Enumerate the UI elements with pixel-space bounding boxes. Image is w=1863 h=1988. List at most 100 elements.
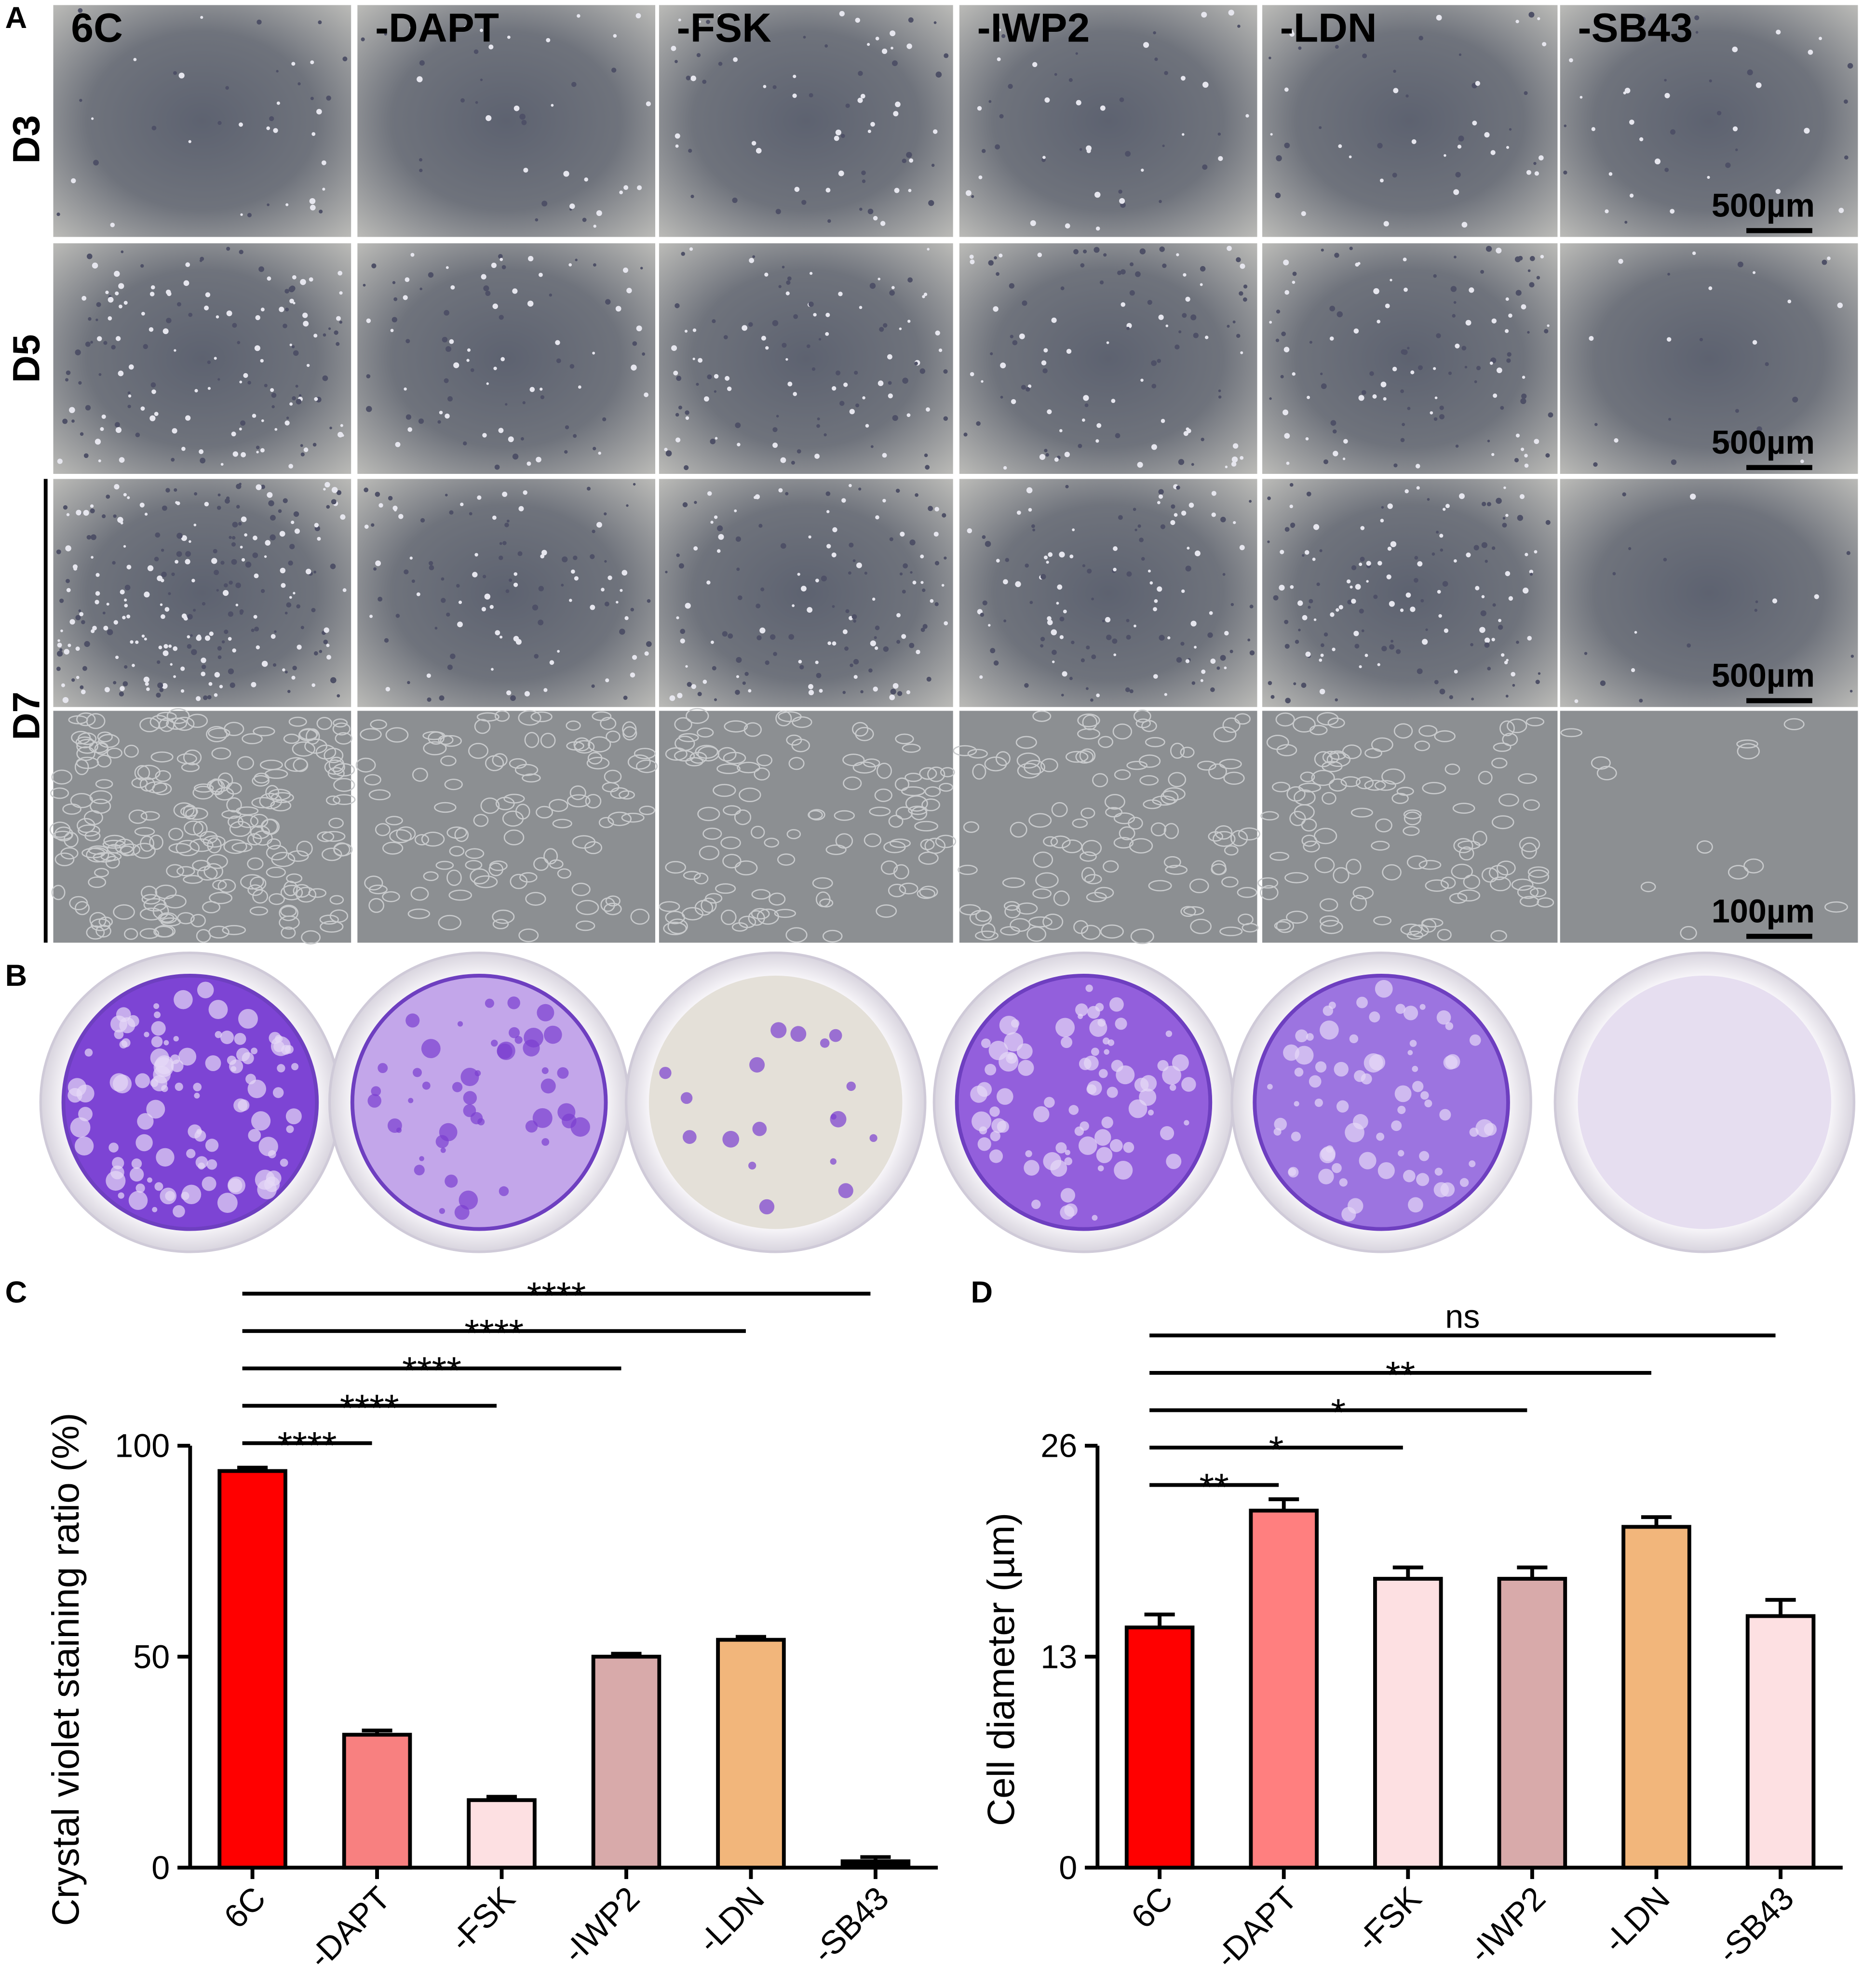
cell	[1183, 431, 1188, 436]
cell	[75, 615, 81, 620]
cell	[1047, 619, 1053, 625]
cell	[1640, 881, 1656, 892]
stain-spot	[1109, 1139, 1123, 1152]
cell	[279, 307, 284, 312]
cell	[373, 567, 377, 571]
cell	[1301, 211, 1306, 216]
y-axis-label: Crystal violet staining ratio (%)	[44, 1413, 87, 1926]
cell	[428, 272, 434, 278]
cell	[1640, 16, 1646, 22]
cell	[1430, 411, 1433, 415]
stain-spot	[1419, 1004, 1426, 1010]
cell	[309, 198, 316, 204]
cell	[447, 664, 453, 670]
cell	[1283, 347, 1290, 352]
stain-spot	[108, 1142, 119, 1153]
cell	[1455, 343, 1460, 349]
cell	[264, 555, 267, 558]
cell	[696, 383, 699, 386]
cell	[862, 396, 865, 400]
cell	[192, 860, 211, 872]
cell	[172, 428, 177, 434]
cell	[1520, 398, 1526, 404]
cell	[1005, 558, 1010, 562]
cell	[631, 364, 637, 371]
cell	[211, 558, 217, 564]
cell	[850, 663, 853, 667]
cell	[287, 850, 309, 862]
cell	[808, 301, 814, 307]
cell	[488, 44, 494, 50]
cell	[848, 571, 851, 575]
cell	[130, 640, 134, 644]
cell	[1535, 679, 1540, 685]
cell	[1081, 418, 1085, 422]
cell	[1040, 644, 1044, 648]
cell	[727, 386, 732, 391]
cell	[251, 629, 255, 632]
cell	[76, 712, 96, 726]
cell	[1369, 371, 1374, 376]
column-label: -IWP2	[977, 5, 1090, 51]
cell	[623, 185, 629, 190]
cell	[1069, 554, 1074, 559]
cell	[168, 645, 172, 648]
cell	[860, 690, 864, 694]
cell	[825, 491, 831, 497]
cell	[906, 690, 911, 695]
cell	[1237, 25, 1241, 28]
cell	[232, 562, 235, 564]
cell	[630, 908, 650, 925]
stain-spot	[1006, 1052, 1017, 1064]
cell	[113, 681, 117, 685]
cell	[185, 559, 190, 564]
y-tick-label: 0	[151, 1850, 170, 1886]
cell	[1162, 263, 1167, 268]
bar	[342, 1733, 412, 1870]
cell	[181, 446, 186, 451]
cell	[173, 71, 177, 75]
cell	[756, 908, 779, 925]
photo	[659, 5, 953, 237]
cell	[1040, 637, 1045, 642]
stain-spot	[1055, 1018, 1075, 1037]
cell	[1346, 859, 1362, 875]
cell	[256, 484, 262, 490]
cell	[176, 866, 195, 876]
cell	[1353, 631, 1359, 636]
cell	[222, 925, 246, 935]
cell	[1292, 716, 1316, 733]
cell	[429, 565, 434, 571]
cell	[1351, 565, 1357, 570]
cell	[675, 144, 679, 148]
cell	[98, 734, 120, 748]
cell	[73, 566, 78, 571]
cell	[68, 644, 71, 647]
dish	[39, 951, 341, 1253]
stain-spot	[151, 1021, 166, 1036]
cell	[1134, 528, 1137, 532]
cell	[404, 569, 409, 575]
cell	[814, 454, 820, 459]
cell	[300, 626, 304, 630]
cell	[78, 381, 82, 385]
cell	[933, 531, 939, 537]
cell	[149, 415, 156, 421]
cell	[66, 513, 70, 516]
cell	[281, 583, 286, 588]
cell	[1284, 619, 1289, 624]
stain-spot	[1160, 1126, 1174, 1141]
cell	[702, 827, 722, 840]
cell	[1496, 367, 1502, 374]
cell	[108, 316, 112, 321]
cell	[1057, 584, 1063, 590]
cell	[535, 218, 539, 222]
stain-spot	[78, 1107, 93, 1122]
cell	[189, 838, 214, 852]
cell	[1457, 889, 1481, 902]
cell	[1129, 689, 1134, 694]
cell	[1240, 263, 1245, 269]
cell	[931, 163, 935, 167]
cell	[684, 330, 688, 333]
cell	[604, 769, 622, 784]
